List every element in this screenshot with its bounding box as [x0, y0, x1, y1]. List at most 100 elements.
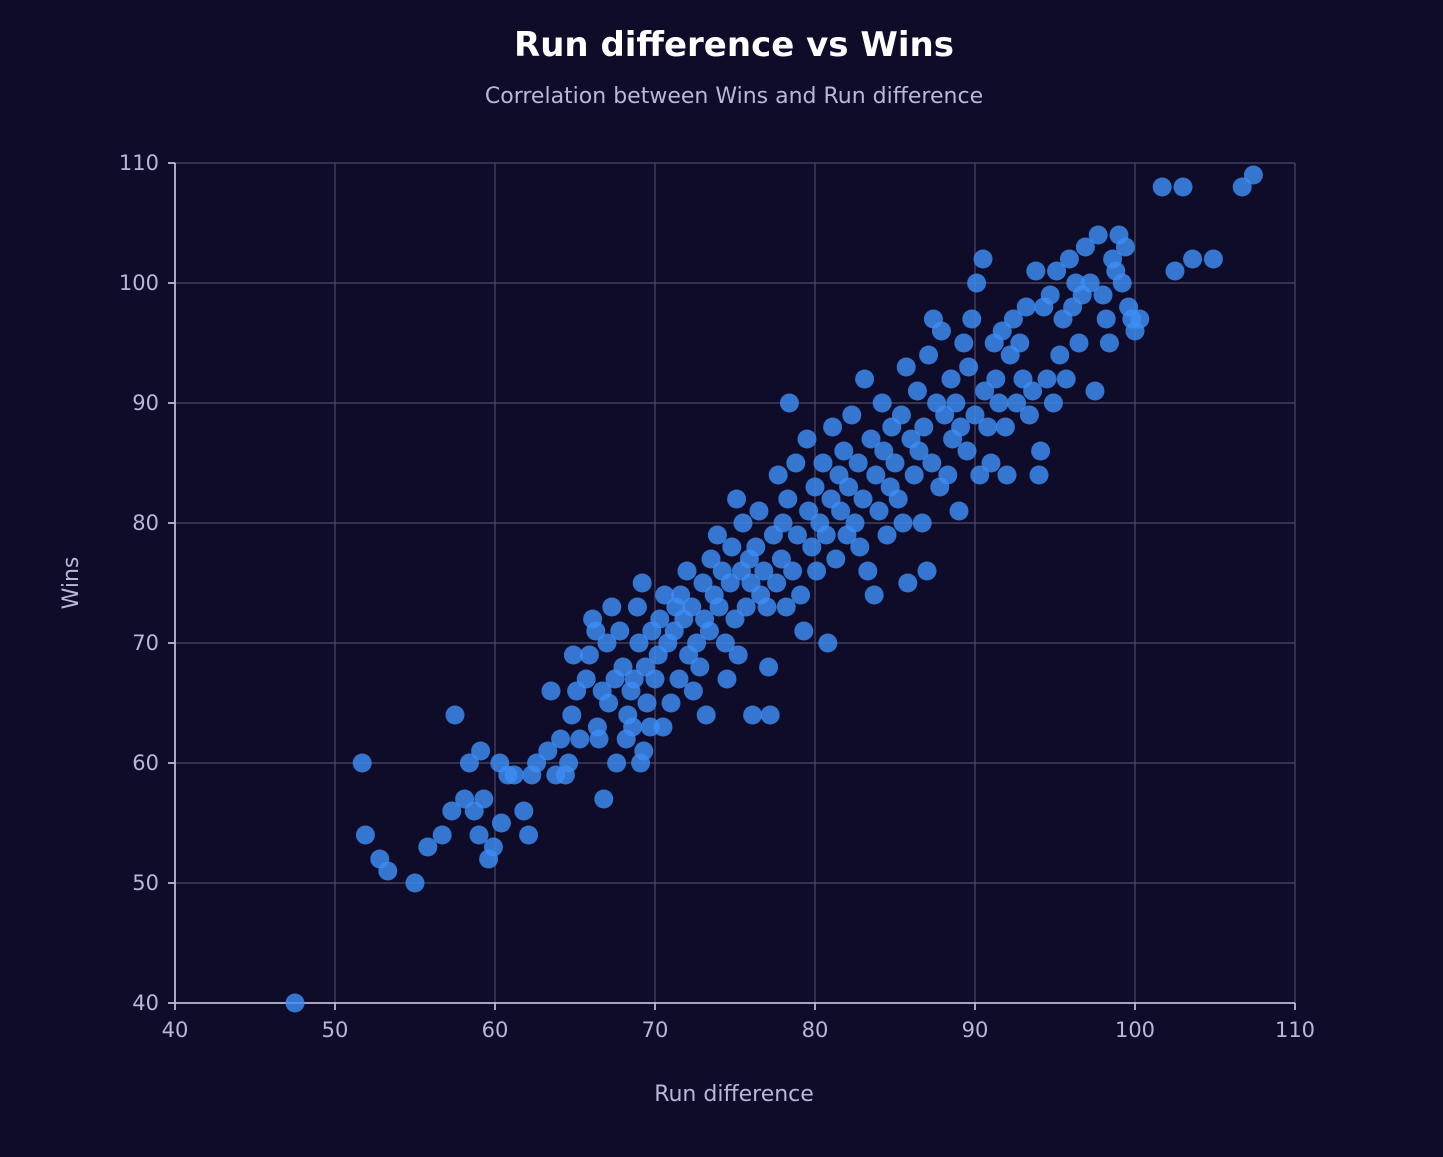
- data-point: [1010, 333, 1030, 353]
- data-point: [504, 765, 524, 785]
- data-point: [1130, 309, 1150, 329]
- data-point: [1019, 405, 1039, 425]
- data-point: [629, 633, 649, 653]
- data-point: [727, 489, 747, 509]
- data-point: [848, 453, 868, 473]
- data-point: [1088, 225, 1108, 245]
- data-point: [791, 585, 811, 605]
- data-point: [995, 417, 1015, 437]
- data-point: [949, 501, 969, 521]
- data-point: [1043, 393, 1063, 413]
- data-point: [805, 477, 825, 497]
- data-point: [967, 273, 987, 293]
- data-point: [1016, 297, 1036, 317]
- data-point: [285, 993, 305, 1013]
- data-point: [912, 513, 932, 533]
- data-point: [941, 369, 961, 389]
- data-point: [1059, 249, 1079, 269]
- axes: [168, 162, 1296, 1010]
- data-point: [981, 453, 1001, 473]
- data-point: [768, 465, 788, 485]
- data-point: [707, 525, 727, 545]
- y-tick-label: 100: [119, 271, 159, 295]
- data-point: [746, 537, 766, 557]
- data-point: [445, 705, 465, 725]
- data-point: [1040, 285, 1060, 305]
- data-point: [914, 417, 934, 437]
- data-point: [978, 417, 998, 437]
- data-point: [599, 693, 619, 713]
- data-point: [541, 681, 561, 701]
- y-tick-label: 80: [132, 511, 159, 535]
- data-point: [1050, 345, 1070, 365]
- data-point: [877, 525, 897, 545]
- data-point: [773, 513, 793, 533]
- data-point: [1173, 177, 1193, 197]
- data-point: [701, 549, 721, 569]
- data-point: [1031, 441, 1051, 461]
- tick-labels: 40 50 60 70 80 90 100 110 40 50 60 70 80 90 100 110: [119, 151, 1315, 1042]
- data-point: [975, 381, 995, 401]
- data-point: [858, 561, 878, 581]
- data-point: [893, 513, 913, 533]
- data-point: [989, 393, 1009, 413]
- data-point: [907, 381, 927, 401]
- data-point: [922, 453, 942, 473]
- x-tick-label: 90: [962, 1018, 989, 1042]
- data-point: [853, 489, 873, 509]
- data-point: [442, 801, 462, 821]
- data-point: [786, 453, 806, 473]
- data-point: [992, 321, 1012, 341]
- data-point: [872, 393, 892, 413]
- data-point: [527, 753, 547, 773]
- data-point: [720, 573, 740, 593]
- data-point: [783, 561, 803, 581]
- data-point: [597, 633, 617, 653]
- y-tick-label: 50: [132, 871, 159, 895]
- data-point: [931, 321, 951, 341]
- data-point: [1047, 261, 1067, 281]
- data-point: [1069, 333, 1089, 353]
- data-point: [802, 537, 822, 557]
- x-tick-label: 60: [482, 1018, 509, 1042]
- x-axis-label: Run difference: [654, 1082, 814, 1107]
- data-point: [378, 861, 398, 881]
- data-point: [813, 453, 833, 473]
- data-point: [831, 501, 851, 521]
- data-point: [693, 573, 713, 593]
- data-point: [1029, 465, 1049, 485]
- data-point: [794, 621, 814, 641]
- data-point: [1165, 261, 1185, 281]
- data-point: [778, 489, 798, 509]
- data-point: [579, 645, 599, 665]
- data-point: [709, 597, 729, 617]
- data-point: [818, 633, 838, 653]
- data-point: [834, 441, 854, 461]
- data-point: [459, 753, 479, 773]
- y-axis-label: Wins: [59, 557, 84, 610]
- data-point: [957, 441, 977, 461]
- data-point: [807, 561, 827, 581]
- data-point: [771, 549, 791, 569]
- data-point: [594, 789, 614, 809]
- data-point: [896, 357, 916, 377]
- data-point: [563, 645, 583, 665]
- data-point: [779, 393, 799, 413]
- data-point: [864, 585, 884, 605]
- x-tick-label: 100: [1115, 1018, 1155, 1042]
- chart-title: Run difference vs Wins: [514, 25, 954, 65]
- data-point: [874, 441, 894, 461]
- data-point: [760, 705, 780, 725]
- data-point: [607, 753, 627, 773]
- data-point: [754, 561, 774, 581]
- data-point: [938, 465, 958, 485]
- data-point: [736, 597, 756, 617]
- data-point: [845, 513, 865, 533]
- data-point: [757, 597, 777, 617]
- data-point: [352, 753, 372, 773]
- x-tick-label: 110: [1275, 1018, 1315, 1042]
- data-point: [1023, 381, 1043, 401]
- data-point: [1056, 369, 1076, 389]
- data-points: [285, 165, 1263, 1013]
- data-point: [776, 597, 796, 617]
